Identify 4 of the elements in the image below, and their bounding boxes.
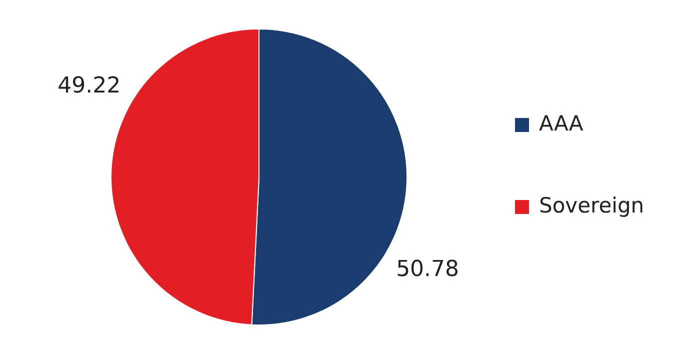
legend-label: Sovereign [539,194,644,218]
data-label: 50.78 [396,256,460,282]
legend-label: AAA [539,112,584,136]
data-label: 49.22 [58,74,121,99]
